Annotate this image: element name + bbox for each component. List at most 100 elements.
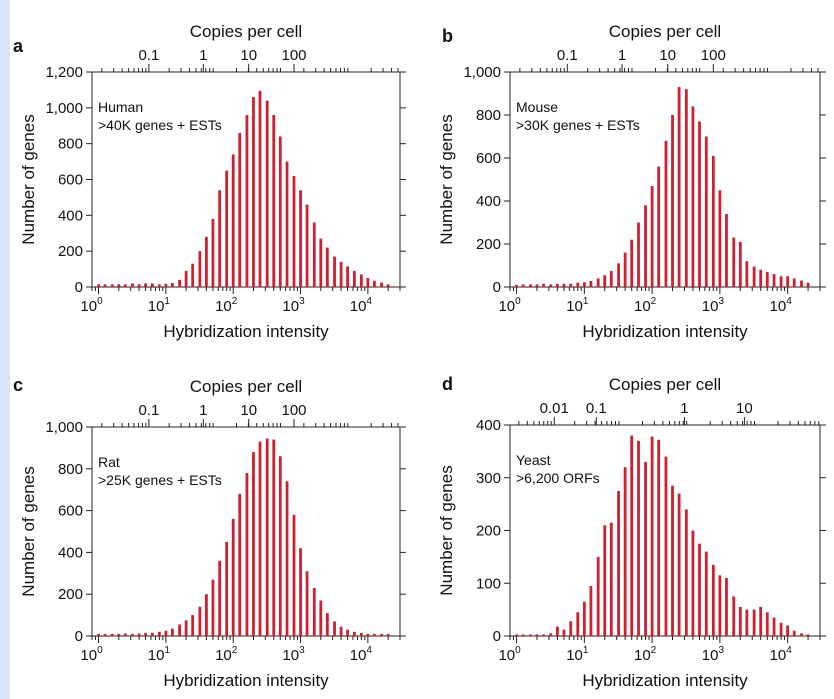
bar [97,284,100,287]
y-tick-label: 1,000 [45,100,83,117]
bar [123,633,127,636]
bar [164,283,168,287]
bar [339,626,343,636]
bar [650,185,654,287]
bar [380,633,384,636]
bar [582,601,586,636]
bar [650,436,654,636]
bar [272,439,276,636]
top-tick-label: 100 [281,47,306,64]
bar [630,435,634,636]
bar [123,284,127,287]
bar [218,190,222,287]
bar [644,461,647,636]
bar [238,132,242,287]
x-tick-exponent: 4 [366,296,372,307]
x-axis-label: Hybridization intensity [582,322,748,341]
bar [258,441,262,636]
bar [637,222,640,287]
bar [103,284,107,287]
x-tick-base: 10 [634,647,651,664]
bar [609,270,613,288]
top-tick-label: 10 [240,47,257,64]
bar [515,634,518,636]
annotation-line: >6,200 ORFs [516,470,600,486]
x-tick-exponent: 2 [651,296,657,307]
bar [252,97,255,287]
x-tick-exponent: 2 [651,645,657,656]
x-tick-exponent: 2 [232,645,238,656]
x-tick-exponent: 1 [583,296,589,307]
x-tick-label: 103 [702,645,725,664]
bar [529,284,532,287]
x-tick-base: 10 [702,647,719,664]
top-tick-label: 0.01 [540,400,569,417]
y-axis-label: Number of genes [19,114,38,244]
bar [157,284,161,287]
panel-letter: a [13,36,24,56]
x-tick-label: 102 [215,645,238,664]
y-tick-label: 400 [58,544,83,561]
bar [231,518,235,636]
x-tick-exponent: 2 [232,296,238,307]
bar [265,438,269,636]
bar [691,530,695,636]
x-tick-label: 104 [350,645,373,664]
bar [792,278,796,287]
y-tick-label: 0 [75,279,83,296]
annotation-line: Mouse [516,99,558,115]
bar [745,261,749,287]
bar [637,440,640,636]
x-tick-label: 101 [566,296,589,315]
bar [569,283,573,287]
bar [352,270,356,288]
y-axis-label: Number of genes [19,466,38,596]
bar [562,283,566,287]
bar [765,271,769,287]
bar [170,628,174,636]
x-tick-label: 101 [148,645,171,664]
bar [535,634,539,636]
bar [718,190,722,287]
bar [144,632,147,636]
bar [603,525,607,636]
bar [664,456,668,636]
bar [806,282,810,287]
y-tick-label: 200 [58,243,83,260]
bar [285,481,289,636]
bar [562,629,566,636]
bar [779,622,783,636]
left-edge-band [0,0,10,699]
bar [596,278,600,287]
panel-letter: d [442,374,453,394]
bar [806,634,810,636]
bar [178,624,182,636]
top-tick-label: 10 [659,47,676,64]
bar [765,612,769,636]
bar [386,284,390,287]
bar [800,280,803,287]
y-tick-label: 100 [476,575,501,592]
bar [164,630,168,636]
bar [759,606,763,636]
annotation-line: Yeast [516,452,551,468]
x-tick-label: 104 [770,645,793,664]
bar [752,266,756,287]
x-tick-exponent: 0 [97,645,103,656]
bar [549,284,553,287]
x-tick-label: 100 [498,645,521,664]
bar [359,274,363,287]
top-tick-label: 100 [701,47,726,64]
bar [630,239,634,287]
top-tick-label: 1 [618,47,626,64]
bar [732,237,736,287]
x-tick-exponent: 0 [97,296,103,307]
bar [299,190,302,287]
bar [157,631,161,636]
bar [325,247,329,287]
bar [677,87,681,287]
bar [521,284,525,287]
bar [698,543,701,636]
bar [205,594,208,636]
